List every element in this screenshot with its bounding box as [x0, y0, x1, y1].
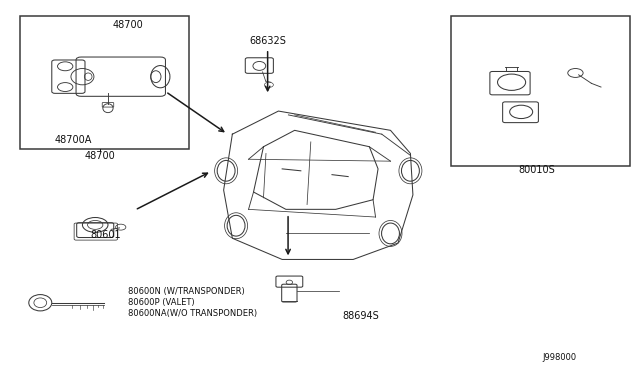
Text: 80601: 80601 — [91, 230, 122, 240]
Text: 48700A: 48700A — [55, 135, 92, 145]
Text: 80010S: 80010S — [519, 166, 556, 176]
Text: 48700: 48700 — [84, 151, 115, 161]
Text: J998000: J998000 — [543, 353, 577, 362]
Text: 68632S: 68632S — [249, 36, 286, 46]
Text: 80600N (W/TRANSPONDER): 80600N (W/TRANSPONDER) — [129, 287, 245, 296]
Text: 80600P (VALET): 80600P (VALET) — [129, 298, 195, 307]
Text: 88694S: 88694S — [342, 311, 379, 321]
Text: 80600NA(W/O TRANSPONDER): 80600NA(W/O TRANSPONDER) — [129, 310, 257, 318]
Text: 48700: 48700 — [113, 20, 143, 30]
Bar — [20, 16, 189, 149]
Bar — [451, 16, 630, 166]
